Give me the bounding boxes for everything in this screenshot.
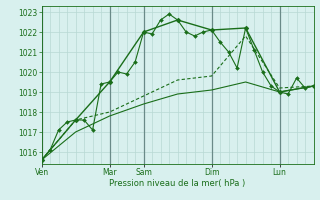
X-axis label: Pression niveau de la mer( hPa ): Pression niveau de la mer( hPa ) <box>109 179 246 188</box>
